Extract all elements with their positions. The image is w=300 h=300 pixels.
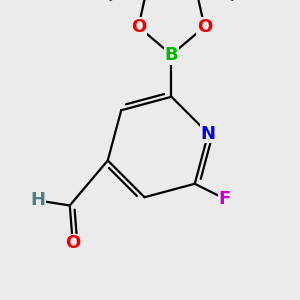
Text: H: H	[30, 191, 45, 209]
Text: O: O	[131, 18, 146, 36]
Text: F: F	[219, 190, 231, 208]
Text: O: O	[197, 18, 212, 36]
Text: O: O	[65, 235, 80, 253]
Text: N: N	[201, 124, 216, 142]
Text: B: B	[165, 46, 178, 64]
